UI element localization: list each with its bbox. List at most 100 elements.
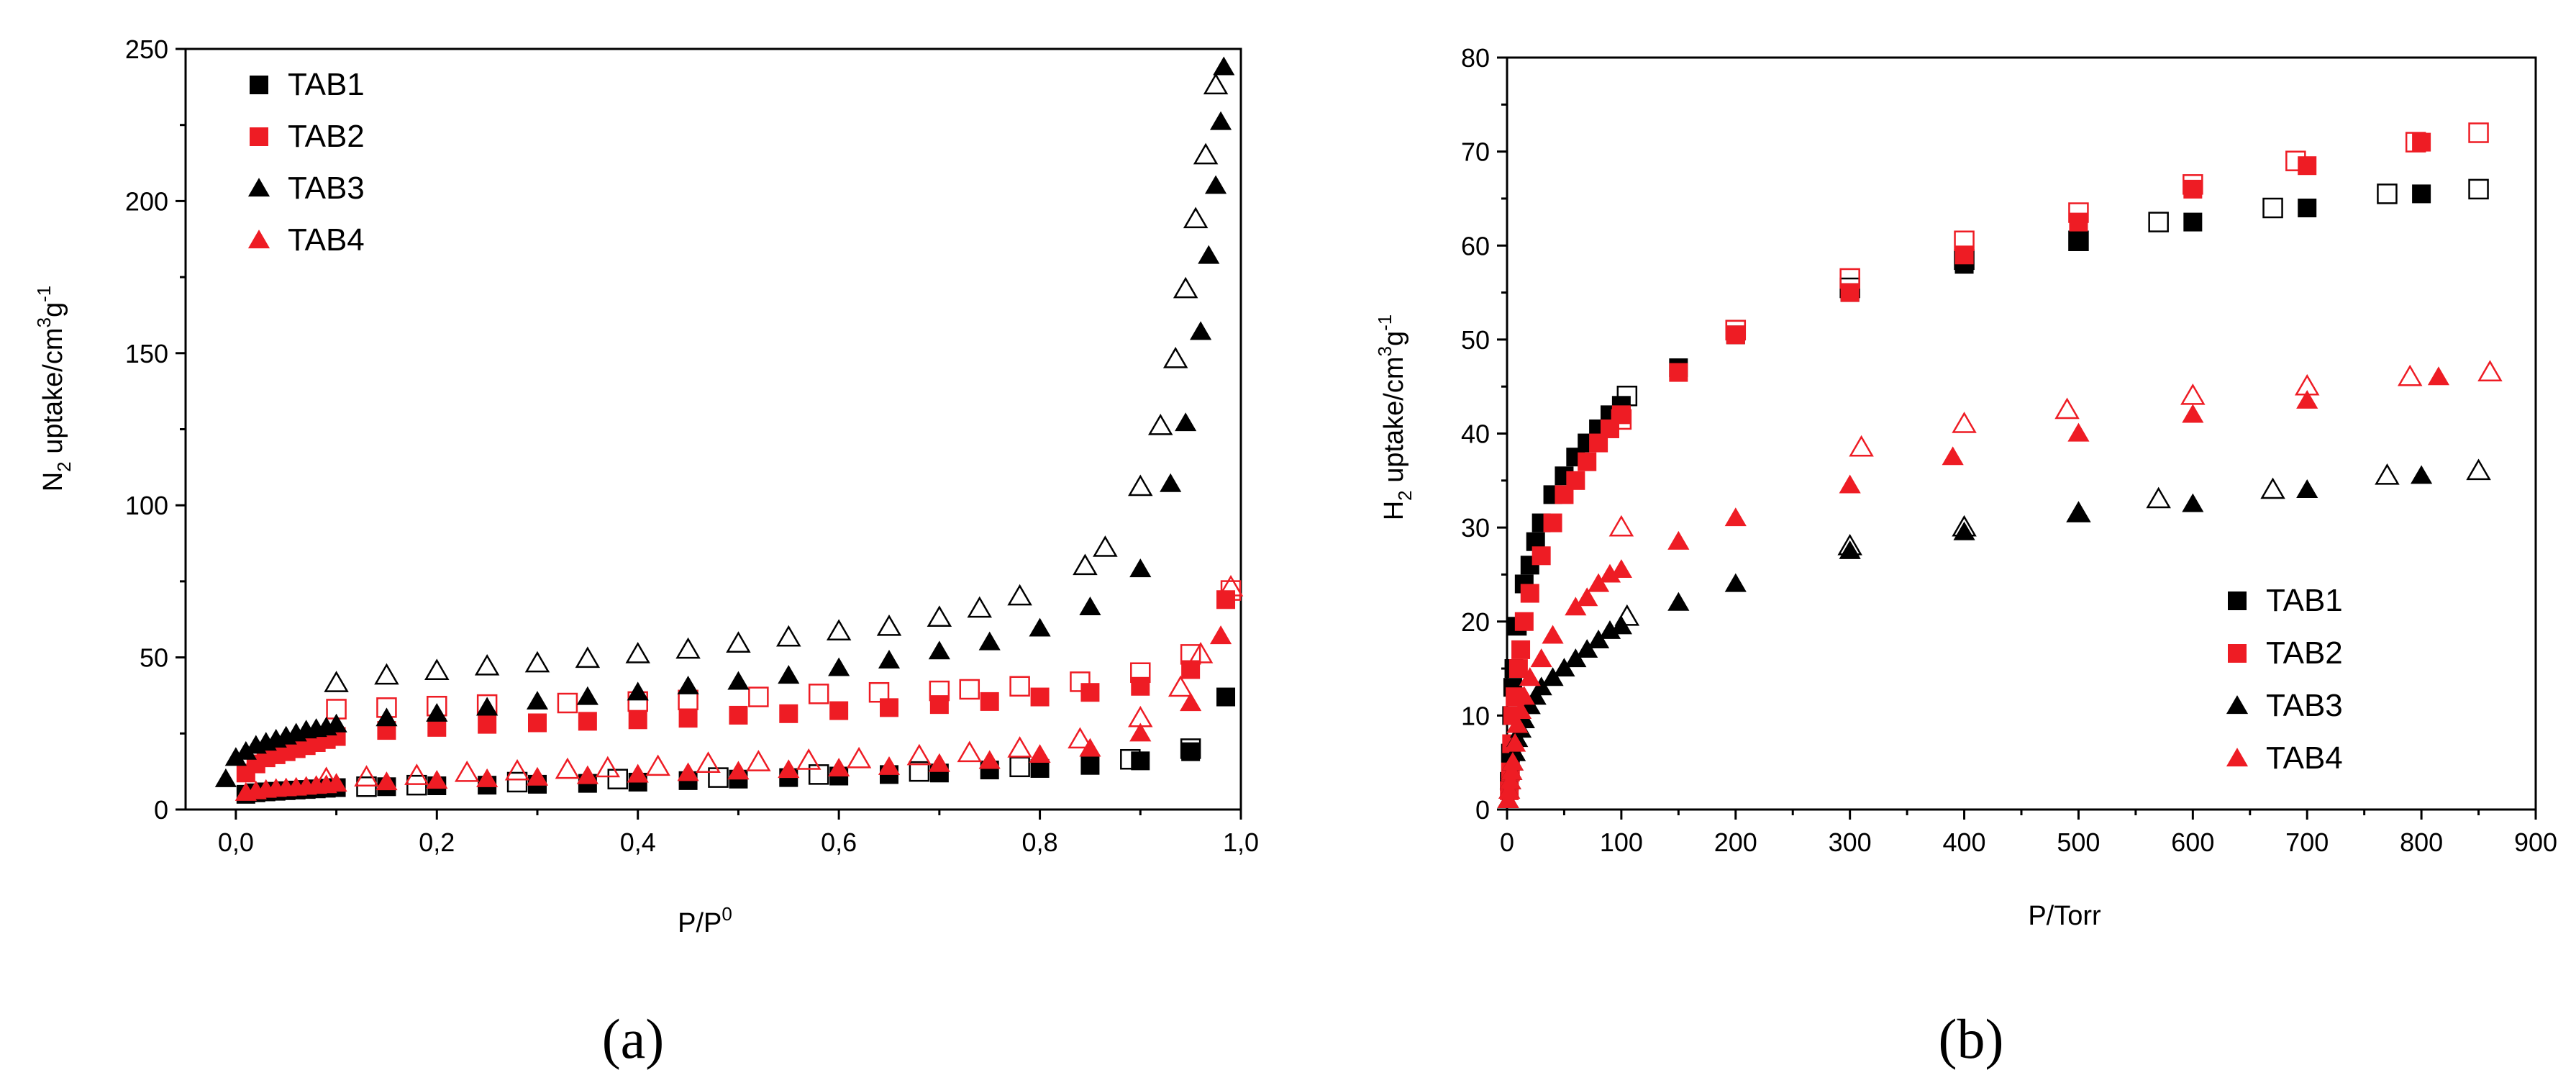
point-tab4-adsorption xyxy=(1942,446,1964,466)
point-tab1-desorption xyxy=(2377,183,2398,204)
point-tab4-adsorption xyxy=(376,771,398,791)
x-tick-label-a: 0,6 xyxy=(821,828,857,857)
point-tab3-adsorption xyxy=(2067,502,2090,522)
x-tick-label-b: 800 xyxy=(2400,828,2443,857)
point-tab4-desorption xyxy=(1608,514,1634,537)
series-tab3-desorption-a xyxy=(324,73,1229,692)
legend-marker-tab4 xyxy=(2226,748,2249,767)
point-tab2-adsorption xyxy=(1543,513,1562,532)
point-tab1-desorption xyxy=(2148,212,2169,232)
point-tab4-desorption xyxy=(555,757,581,779)
point-tab3-adsorption xyxy=(235,740,257,760)
point-tab1-desorption xyxy=(909,761,930,782)
point-tab3-desorption xyxy=(1193,142,1219,165)
point-tab1-desorption xyxy=(356,776,377,797)
legend-label-tab2: TAB2 xyxy=(2266,635,2343,671)
point-tab4-desorption xyxy=(1007,736,1032,758)
point-tab2-adsorption xyxy=(729,705,748,725)
point-tab2-desorption xyxy=(929,680,950,702)
point-tab4-desorption xyxy=(1218,575,1244,597)
legend-label-tab1: TAB1 xyxy=(2266,583,2343,618)
point-tab1-desorption xyxy=(1616,386,1638,407)
y-tick-label-a: 50 xyxy=(140,643,168,673)
point-tab3-adsorption xyxy=(1209,111,1232,130)
point-tab1-desorption xyxy=(1180,738,1201,759)
point-tab4-desorption xyxy=(2294,373,2320,396)
x-tick-label-a: 1,0 xyxy=(1223,828,1259,857)
point-tab2-adsorption xyxy=(1566,471,1585,490)
point-tab2-desorption xyxy=(868,681,890,703)
legend-marker-tab4 xyxy=(247,230,270,249)
point-tab3-adsorption xyxy=(1542,667,1564,686)
point-tab3-desorption xyxy=(2260,477,2285,499)
point-tab3-desorption xyxy=(1183,207,1209,229)
point-tab3-desorption xyxy=(927,605,952,627)
point-tab2-desorption xyxy=(1611,409,1632,430)
point-tab4-adsorption xyxy=(727,761,750,780)
point-tab3-desorption xyxy=(1203,73,1229,95)
point-tab4-adsorption xyxy=(1598,563,1621,583)
legend-marker-tab1 xyxy=(250,76,268,94)
point-tab2-adsorption xyxy=(2298,156,2317,176)
point-tab1-desorption xyxy=(1120,748,1141,770)
point-tab4-desorption xyxy=(1952,412,1977,433)
point-tab2-desorption xyxy=(1070,671,1091,692)
legend-marker-tab2 xyxy=(2228,644,2247,663)
x-tick-label-b: 200 xyxy=(1714,828,1757,857)
point-tab3-adsorption xyxy=(978,631,1001,650)
point-tab3-adsorption xyxy=(1565,648,1587,668)
point-tab3-desorption xyxy=(1614,604,1640,626)
point-tab2-adsorption xyxy=(980,692,999,711)
point-tab3-desorption xyxy=(675,637,701,659)
point-tab2-adsorption xyxy=(1954,245,1974,265)
point-tab3-adsorption xyxy=(426,702,448,722)
point-tab4-adsorption xyxy=(576,765,599,784)
plot-b: 0 100 200 300 400 500 600 700 800 900 0 10 20 30 40 50 6… xyxy=(1461,43,2557,857)
point-tab3-desorption xyxy=(575,646,601,668)
point-tab2-adsorption xyxy=(2183,179,2203,199)
x-tick-label-a: 0,8 xyxy=(1022,828,1058,857)
point-tab4-desorption xyxy=(1168,675,1193,697)
plot-a: 0,0 0,2 0,4 0,6 0,8 1,0 0 50 100 150 200 250 TAB1 TAB… xyxy=(125,35,1259,857)
point-tab1-adsorption xyxy=(2183,212,2203,232)
point-tab2-adsorption xyxy=(1514,612,1534,631)
point-tab2-desorption xyxy=(2468,122,2489,143)
y-tick-label-b: 40 xyxy=(1461,420,1490,449)
series-tab3-adsorption-a xyxy=(214,56,1235,787)
legend-label-tab1: TAB1 xyxy=(288,67,365,102)
point-tab3-desorption xyxy=(2146,486,2171,509)
panel-b: 0 100 200 300 400 500 600 700 800 900 0 10 20 30 40 50 6… xyxy=(1374,43,2557,1070)
point-tab4-adsorption xyxy=(978,750,1001,769)
panel-b-xlabel: P/Torr xyxy=(2028,901,2101,931)
point-tab2-adsorption xyxy=(2412,132,2431,152)
point-tab3-adsorption xyxy=(778,665,800,684)
series-tab2-desorption-b xyxy=(1611,122,2489,430)
point-tab3-desorption xyxy=(2375,463,2400,485)
point-tab4-desorption xyxy=(404,763,429,785)
point-tab3-desorption xyxy=(1837,533,1862,556)
point-tab4-desorption xyxy=(906,743,932,766)
point-tab2-desorption xyxy=(2068,202,2089,223)
point-tab3-desorption xyxy=(1073,553,1098,576)
y-tick-label-b: 30 xyxy=(1461,513,1490,543)
point-tab3-adsorption xyxy=(828,657,850,676)
point-tab4-adsorption xyxy=(2182,404,2204,423)
point-tab1-adsorption xyxy=(2298,199,2317,217)
point-tab3-adsorption xyxy=(1553,658,1575,677)
point-tab3-desorption xyxy=(2466,458,2491,481)
point-tab4-desorption xyxy=(796,748,822,770)
point-tab3-adsorption xyxy=(1576,639,1598,658)
point-tab3-adsorption xyxy=(476,697,499,716)
point-tab2-adsorption xyxy=(528,713,547,733)
x-tick-label-b: 500 xyxy=(2057,828,2100,857)
point-tab3-desorption xyxy=(424,658,450,680)
point-tab4-adsorption xyxy=(2296,389,2318,409)
point-tab1-desorption xyxy=(506,771,528,793)
point-tab3-adsorption xyxy=(2296,479,2318,498)
point-tab3-adsorption xyxy=(1079,597,1101,615)
x-tick-label-a: 0,0 xyxy=(218,828,254,857)
point-tab3-desorption xyxy=(1007,584,1032,606)
y-tick-label-b: 70 xyxy=(1461,137,1490,167)
point-tab2-adsorption xyxy=(829,701,849,720)
